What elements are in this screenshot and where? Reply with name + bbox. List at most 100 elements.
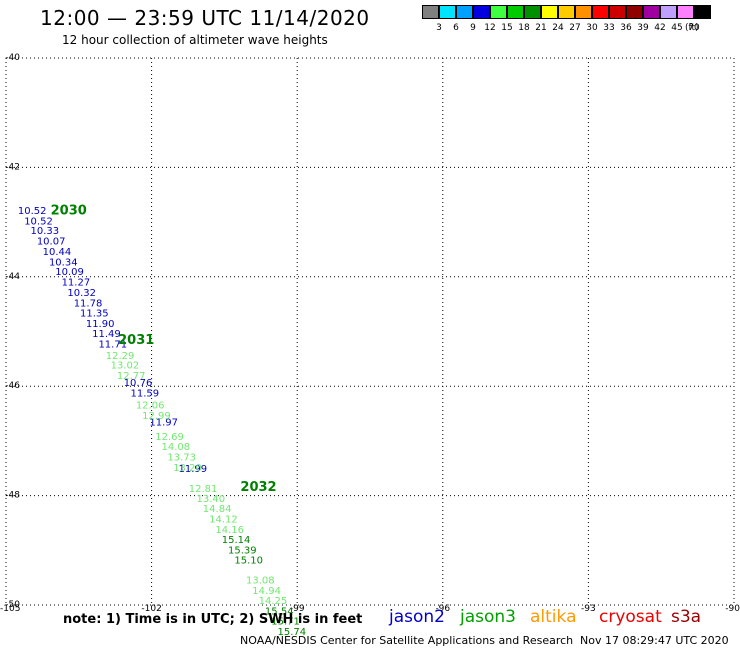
y-tick-label: -48 bbox=[5, 491, 20, 501]
color-swatch bbox=[541, 5, 558, 19]
data-point-label: 11.49 bbox=[92, 329, 121, 340]
legend-item-jason3: jason3 bbox=[460, 607, 516, 627]
color-scale-label: 15 bbox=[501, 23, 513, 33]
legend-item-jason2: jason2 bbox=[389, 607, 445, 627]
color-swatch bbox=[558, 5, 575, 19]
data-point-label: 11.71 bbox=[98, 339, 127, 350]
data-point-label: 15.71 bbox=[271, 617, 300, 628]
color-scale-label: 45 bbox=[671, 23, 683, 33]
x-tick-label: -90 bbox=[725, 604, 740, 614]
color-swatch bbox=[439, 5, 456, 19]
data-point-label: 14.94 bbox=[252, 586, 281, 597]
data-point-label: 13.40 bbox=[196, 494, 225, 505]
data-point-label: 12.99 bbox=[142, 411, 171, 422]
x-tick-label: -102 bbox=[141, 604, 161, 614]
x-tick-label: -96 bbox=[435, 604, 450, 614]
data-point-label: 12.29 bbox=[106, 351, 135, 362]
data-point-label: 14.84 bbox=[203, 504, 232, 515]
data-point-label: 10.33 bbox=[31, 226, 60, 237]
data-point-label: 11.27 bbox=[62, 278, 91, 289]
data-point-label: 11.59 bbox=[130, 389, 159, 400]
data-point-label: 10.32 bbox=[67, 288, 96, 299]
data-point-label: 10.76 bbox=[124, 378, 153, 389]
color-swatch bbox=[524, 5, 541, 19]
color-swatch bbox=[677, 5, 694, 19]
color-swatch bbox=[609, 5, 626, 19]
legend-item-s3a: s3a bbox=[671, 607, 702, 627]
data-point-label: 15.10 bbox=[234, 555, 263, 566]
data-point-label: 11.78 bbox=[74, 298, 103, 309]
data-point-label: 10.07 bbox=[37, 237, 66, 248]
color-scale-label: 3 bbox=[436, 23, 442, 33]
color-scale-label: 39 bbox=[637, 23, 649, 33]
data-point-label: 11.35 bbox=[80, 309, 109, 320]
color-scale-label: 70 bbox=[688, 23, 700, 33]
color-scale-label: 21 bbox=[535, 23, 547, 33]
x-tick-label: -105 bbox=[0, 604, 20, 614]
data-point-label: 13.73 bbox=[167, 453, 196, 464]
credit-line: NOAA/NESDIS Center for Satellite Applica… bbox=[240, 634, 574, 647]
data-point-label: 13.02 bbox=[111, 361, 140, 372]
color-scale-label: 30 bbox=[586, 23, 598, 33]
data-point-label: 14.12 bbox=[209, 514, 238, 525]
y-tick-label: -44 bbox=[5, 272, 20, 282]
color-scale-label: 12 bbox=[484, 23, 496, 33]
color-scale-label: 24 bbox=[552, 23, 564, 33]
color-scale-unit: (ft) bbox=[685, 23, 699, 33]
data-point-label: 14.08 bbox=[162, 442, 191, 453]
time-annotation: 2031 bbox=[118, 333, 154, 348]
color-scale-label: 33 bbox=[603, 23, 615, 33]
data-point-label: 13.08 bbox=[246, 576, 275, 587]
color-swatch bbox=[507, 5, 524, 19]
data-point-label: 15.54 bbox=[265, 606, 294, 617]
color-scale-label: 6 bbox=[453, 23, 459, 33]
data-point-label: 10.52 bbox=[24, 216, 53, 227]
time-annotation: 2032 bbox=[240, 480, 276, 495]
color-swatch bbox=[643, 5, 660, 19]
page-title: 12:00 — 23:59 UTC 11/14/2020 bbox=[40, 6, 370, 30]
generated-timestamp: Nov 17 08:29:47 UTC 2020 bbox=[580, 634, 729, 647]
data-point-label: 10.34 bbox=[49, 257, 78, 268]
color-swatch bbox=[592, 5, 609, 19]
data-point-label: 14.16 bbox=[215, 525, 244, 536]
color-scale-label: 9 bbox=[470, 23, 476, 33]
y-tick-label: -40 bbox=[5, 53, 20, 63]
data-point-label: 10.44 bbox=[43, 247, 72, 258]
color-scale-label: 36 bbox=[620, 23, 632, 33]
data-point-label: 12.69 bbox=[155, 432, 184, 443]
data-point-label: 14.25 bbox=[259, 596, 288, 607]
legend-item-altika: altika bbox=[530, 607, 577, 627]
data-point-label: 11.90 bbox=[86, 319, 115, 330]
color-swatch bbox=[575, 5, 592, 19]
data-point-label: 10.09 bbox=[55, 267, 84, 278]
x-tick-label: -99 bbox=[290, 604, 305, 614]
data-point-label: 10.52 bbox=[18, 206, 47, 217]
data-point-label: 12.81 bbox=[189, 484, 218, 495]
page-subtitle: 12 hour collection of altimeter wave hei… bbox=[62, 33, 328, 47]
color-swatch bbox=[694, 5, 711, 19]
color-swatch bbox=[660, 5, 677, 19]
time-annotation: 2030 bbox=[51, 203, 87, 218]
color-swatch bbox=[626, 5, 643, 19]
footnote: note: 1) Time is in UTC; 2) SWH is in fe… bbox=[63, 612, 363, 627]
data-point-label: 11.99 bbox=[179, 464, 208, 475]
data-point-label: 15.39 bbox=[228, 546, 257, 557]
color-swatch bbox=[456, 5, 473, 19]
data-point-label: 12.06 bbox=[136, 401, 165, 412]
color-scale-label: 18 bbox=[518, 23, 530, 33]
color-scale-label: 42 bbox=[654, 23, 666, 33]
data-point-label: 15.74 bbox=[278, 627, 307, 638]
x-tick-label: -93 bbox=[581, 604, 596, 614]
color-swatch bbox=[490, 5, 507, 19]
data-point-label: 12.77 bbox=[117, 371, 146, 382]
y-tick-label: -42 bbox=[5, 162, 20, 172]
y-tick-label: -46 bbox=[5, 381, 20, 391]
data-point-label: 15.14 bbox=[222, 535, 251, 546]
data-point-label: 13.20 bbox=[173, 463, 202, 474]
data-point-label: 11.97 bbox=[149, 418, 178, 429]
color-scale-label: 27 bbox=[569, 23, 581, 33]
color-swatch bbox=[473, 5, 490, 19]
y-tick-label: -50 bbox=[5, 600, 20, 610]
legend-item-cryosat: cryosat bbox=[599, 607, 662, 627]
